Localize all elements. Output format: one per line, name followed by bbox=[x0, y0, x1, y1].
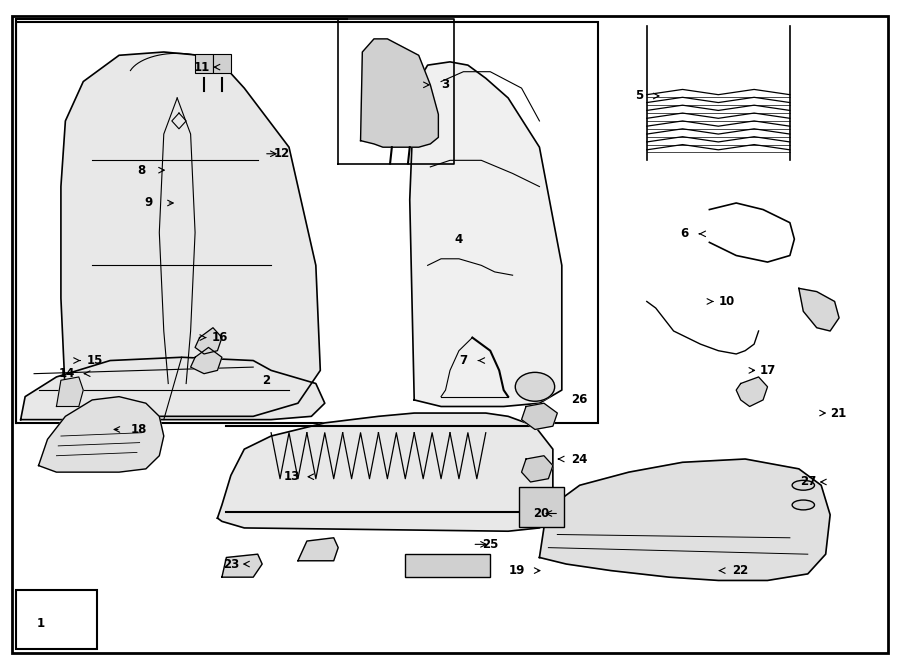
Polygon shape bbox=[222, 554, 262, 577]
Polygon shape bbox=[61, 52, 320, 416]
Text: 5: 5 bbox=[635, 89, 644, 103]
Text: 10: 10 bbox=[719, 295, 735, 308]
Text: 21: 21 bbox=[830, 406, 846, 420]
Polygon shape bbox=[539, 459, 830, 581]
Ellipse shape bbox=[792, 481, 814, 490]
Text: 27: 27 bbox=[800, 475, 816, 489]
Polygon shape bbox=[799, 289, 839, 331]
Text: 13: 13 bbox=[284, 470, 300, 483]
Polygon shape bbox=[522, 455, 553, 482]
Polygon shape bbox=[298, 538, 338, 561]
Text: 4: 4 bbox=[454, 232, 464, 246]
Polygon shape bbox=[191, 348, 222, 373]
Text: 11: 11 bbox=[194, 61, 210, 73]
Text: 24: 24 bbox=[572, 453, 588, 465]
Polygon shape bbox=[736, 377, 768, 406]
Text: 15: 15 bbox=[86, 354, 104, 367]
Text: 2: 2 bbox=[263, 374, 271, 387]
Text: 23: 23 bbox=[222, 557, 239, 571]
Text: 19: 19 bbox=[508, 564, 526, 577]
Text: 6: 6 bbox=[680, 227, 688, 240]
Text: 14: 14 bbox=[59, 367, 76, 380]
Text: 8: 8 bbox=[138, 164, 146, 177]
Text: 18: 18 bbox=[130, 423, 147, 436]
Text: 9: 9 bbox=[144, 197, 153, 209]
FancyBboxPatch shape bbox=[195, 54, 213, 73]
Polygon shape bbox=[39, 397, 164, 472]
Text: 20: 20 bbox=[533, 507, 549, 520]
Polygon shape bbox=[57, 377, 84, 406]
Polygon shape bbox=[361, 39, 438, 147]
Polygon shape bbox=[21, 357, 325, 420]
Text: 22: 22 bbox=[733, 564, 749, 577]
Polygon shape bbox=[195, 328, 222, 354]
Text: 7: 7 bbox=[459, 354, 467, 367]
Text: 17: 17 bbox=[760, 364, 776, 377]
Text: 1: 1 bbox=[36, 616, 44, 630]
Text: 25: 25 bbox=[482, 538, 499, 551]
FancyBboxPatch shape bbox=[405, 554, 490, 577]
Polygon shape bbox=[410, 62, 562, 406]
Circle shape bbox=[516, 372, 554, 401]
Text: 3: 3 bbox=[442, 78, 450, 91]
Text: 16: 16 bbox=[212, 331, 229, 344]
Polygon shape bbox=[522, 403, 557, 430]
FancyBboxPatch shape bbox=[213, 54, 231, 73]
Polygon shape bbox=[218, 413, 553, 531]
Text: 12: 12 bbox=[274, 147, 290, 160]
FancyBboxPatch shape bbox=[519, 487, 564, 526]
Ellipse shape bbox=[792, 500, 814, 510]
Text: 26: 26 bbox=[572, 393, 588, 406]
